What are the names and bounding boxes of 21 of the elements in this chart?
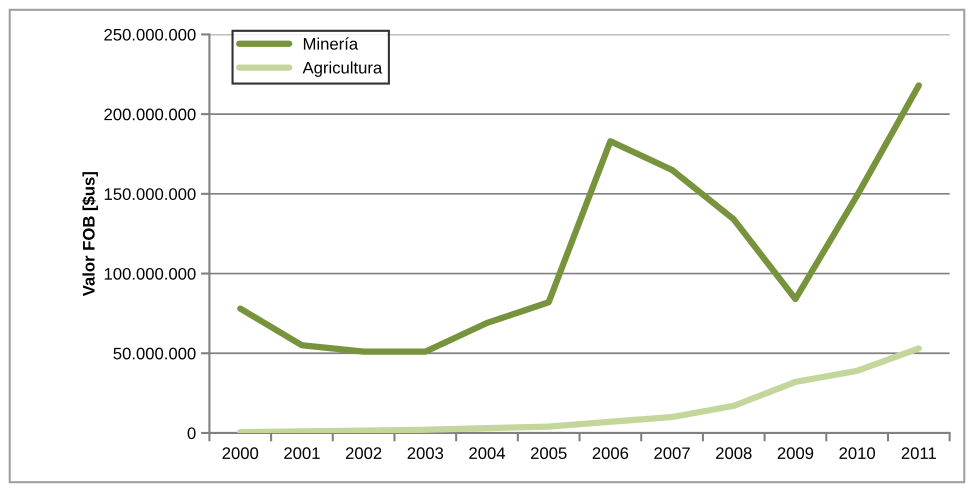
y-tick-label: 0 <box>188 427 196 440</box>
x-tick-label: 2009 <box>778 447 814 460</box>
legend-label: Minería <box>304 37 358 50</box>
x-tick-label: 2002 <box>346 447 382 460</box>
y-tick-label: 100.000.000 <box>104 268 196 280</box>
x-tick-label: 2006 <box>592 447 628 460</box>
x-tick-label: 2004 <box>469 447 506 460</box>
legend-label: Agricultura <box>302 61 382 77</box>
x-tick-label: 2000 <box>222 447 258 460</box>
x-tick-label: 2003 <box>408 447 444 460</box>
x-tick-label: 2010 <box>839 447 876 460</box>
y-tick-label: 250.000.000 <box>104 28 196 41</box>
y-tick-label: 150.000.000 <box>104 188 196 200</box>
x-tick-label: 2007 <box>654 447 690 460</box>
y-tick-label: 200.000.000 <box>104 108 196 120</box>
x-tick-label: 2008 <box>716 447 752 460</box>
y-axis-title: Valor FOB [$us] <box>82 172 98 296</box>
x-tick-label: 2001 <box>284 447 320 460</box>
y-tick-label: 50.000.000 <box>113 348 196 360</box>
x-tick-label: 2011 <box>902 447 936 460</box>
x-tick-label: 2005 <box>530 447 567 460</box>
